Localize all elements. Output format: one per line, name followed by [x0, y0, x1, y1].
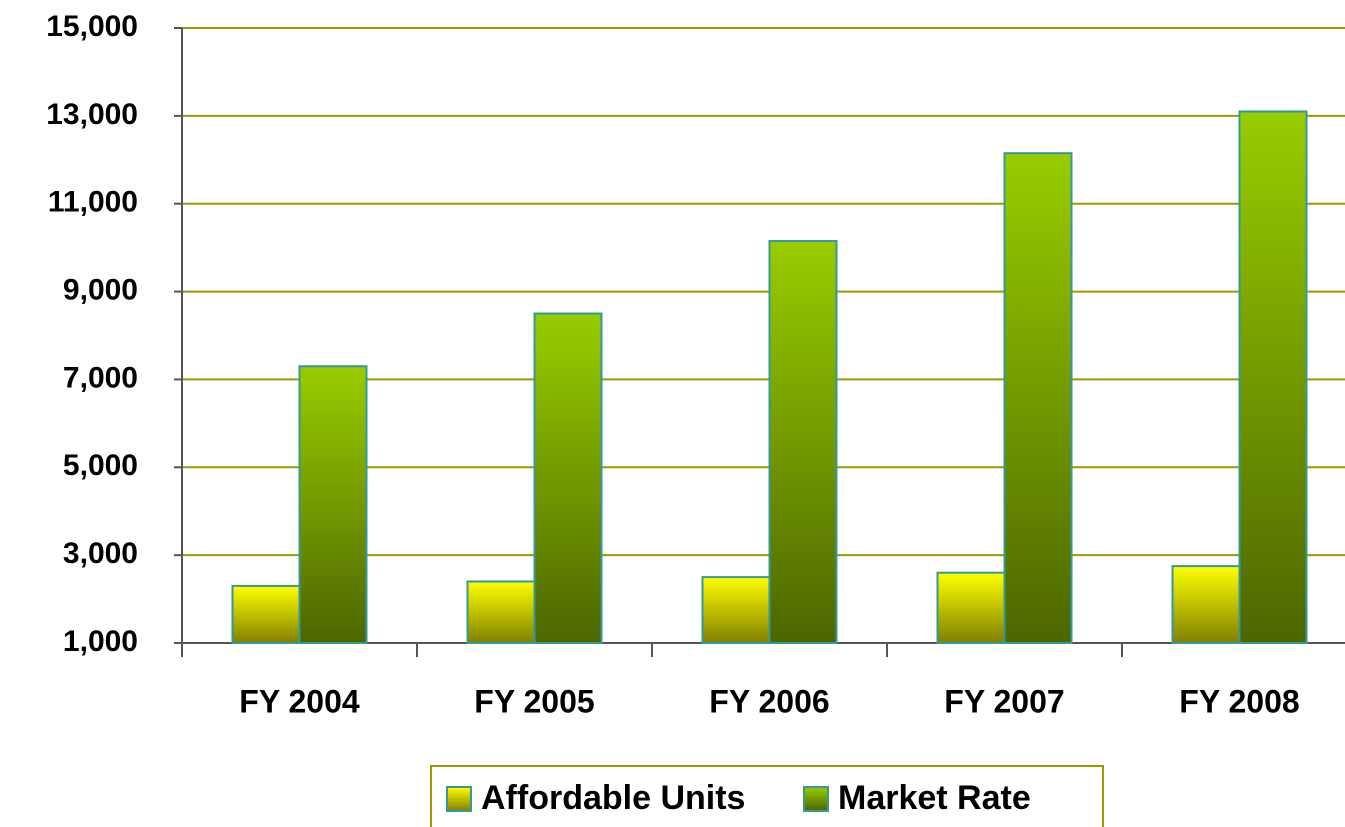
legend-label: Market Rate [838, 779, 1031, 817]
bar [466, 580, 536, 644]
y-tick-label: 3,000 [63, 537, 138, 570]
x-tick-label: FY 2004 [239, 683, 360, 719]
x-tick-label: FY 2008 [1179, 683, 1299, 719]
bar [1171, 565, 1241, 644]
bar [701, 576, 771, 644]
bar [768, 240, 838, 645]
y-tick-label: 1,000 [63, 625, 138, 658]
y-tick-label: 5,000 [63, 449, 138, 482]
y-tick-label: 13,000 [46, 98, 138, 131]
legend-label: Affordable Units [481, 779, 745, 817]
x-tick-label: FY 2006 [709, 683, 829, 719]
legend-swatch [803, 786, 829, 812]
bar [298, 365, 368, 644]
x-tick-label: FY 2005 [474, 683, 594, 719]
bar [231, 584, 301, 645]
x-tick-label: FY 2007 [944, 683, 1064, 719]
y-tick-label: 7,000 [63, 361, 138, 394]
bar [936, 571, 1006, 645]
bar [1238, 110, 1308, 644]
legend-box [430, 765, 1104, 827]
y-tick-label: 9,000 [63, 273, 138, 306]
bar [533, 312, 603, 644]
bar [1003, 152, 1073, 644]
y-tick-label: 11,000 [48, 186, 138, 219]
legend-swatch [446, 786, 472, 812]
y-tick-label: 15,000 [46, 10, 138, 43]
